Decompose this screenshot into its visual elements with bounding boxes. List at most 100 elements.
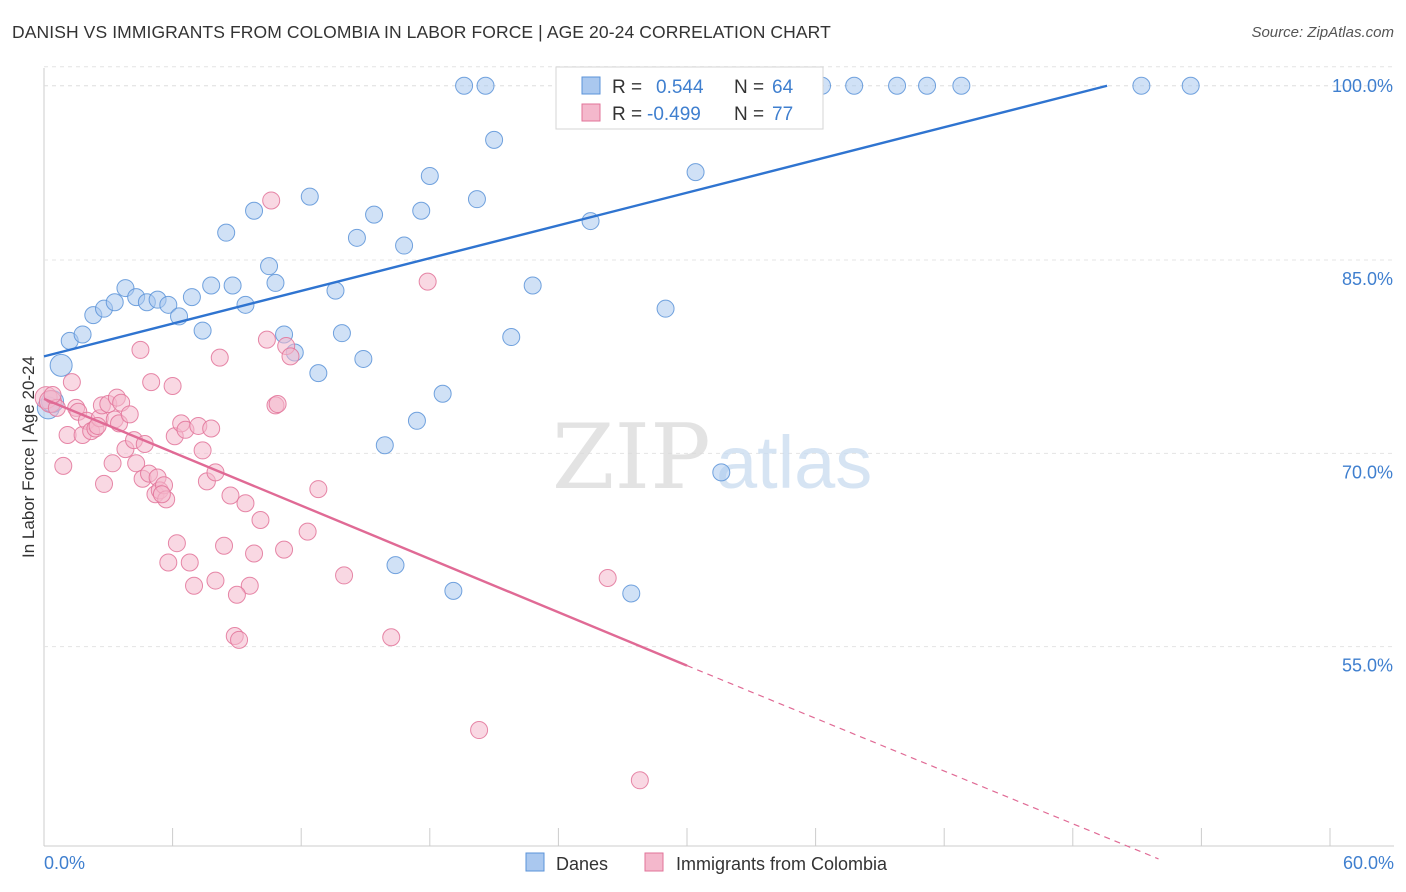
- point-colombia: [58, 425, 77, 444]
- legend-box: R = 0.544 N = 64 R = -0.499 N = 77: [555, 66, 824, 130]
- legend-n-value-colombia: 77: [772, 104, 793, 125]
- point-danes: [412, 201, 431, 220]
- point-danes: [245, 201, 264, 220]
- y-tick-label: 85.0%: [1342, 269, 1393, 289]
- point-colombia: [281, 347, 300, 366]
- point-danes: [49, 353, 73, 377]
- point-colombia: [193, 441, 212, 460]
- watermark-atlas: atlas: [716, 421, 872, 504]
- point-danes: [223, 276, 242, 295]
- y-tick-label: 55.0%: [1342, 656, 1393, 676]
- point-colombia: [418, 272, 437, 291]
- point-danes: [365, 205, 384, 224]
- trend-line-danes: [43, 84, 1108, 358]
- point-danes: [845, 76, 864, 95]
- point-danes: [467, 190, 486, 209]
- trend-line-colombia-extension: [686, 665, 1159, 860]
- bottom-legend-swatch-colombia: [644, 852, 664, 872]
- bottom-legend: Danes Immigrants from Colombia: [525, 852, 888, 874]
- point-danes: [476, 76, 495, 95]
- y-tick-label: 100.0%: [1332, 76, 1393, 96]
- point-colombia: [152, 485, 171, 504]
- point-colombia: [95, 474, 114, 493]
- point-danes: [444, 581, 463, 600]
- point-danes: [105, 293, 124, 312]
- point-danes: [354, 349, 373, 368]
- point-colombia: [159, 553, 178, 572]
- legend-r-value-colombia: -0.499: [647, 104, 701, 125]
- legend-r-value-danes: 0.544: [656, 77, 704, 98]
- point-danes: [159, 295, 178, 314]
- point-danes: [952, 76, 971, 95]
- legend-n-value-danes: 64: [772, 77, 794, 98]
- point-danes: [918, 76, 937, 95]
- x-tick-label-max: 60.0%: [1343, 853, 1394, 873]
- legend-n-label-colombia: N =: [734, 104, 764, 125]
- point-colombia: [236, 494, 255, 513]
- legend-r-label-colombia: R =: [612, 104, 642, 125]
- point-danes: [523, 276, 542, 295]
- point-colombia: [598, 568, 617, 587]
- point-danes: [217, 223, 236, 242]
- point-danes: [73, 325, 92, 344]
- y-tick-label: 70.0%: [1342, 462, 1393, 482]
- point-colombia: [309, 480, 328, 499]
- point-colombia: [163, 376, 182, 395]
- point-danes: [182, 288, 201, 307]
- point-danes: [420, 166, 439, 185]
- legend-swatch-colombia: [581, 103, 601, 122]
- point-danes: [433, 384, 452, 403]
- point-colombia: [335, 566, 354, 585]
- point-danes: [395, 236, 414, 255]
- point-danes: [407, 411, 426, 430]
- bottom-legend-label-danes: Danes: [556, 854, 608, 874]
- point-danes: [712, 463, 731, 482]
- point-colombia: [257, 330, 276, 349]
- point-danes: [1181, 76, 1200, 95]
- point-colombia: [54, 456, 73, 475]
- gridlines: [44, 66, 1394, 648]
- point-danes: [193, 321, 212, 340]
- bottom-legend-swatch-danes: [525, 852, 545, 872]
- point-colombia: [167, 534, 186, 553]
- point-colombia: [215, 536, 234, 555]
- point-danes: [260, 257, 279, 276]
- point-colombia: [275, 540, 294, 559]
- point-colombia: [103, 454, 122, 473]
- trend-line-colombia: [43, 397, 688, 667]
- trend-lines: [43, 84, 1159, 860]
- point-danes: [485, 130, 504, 149]
- point-colombia: [185, 576, 204, 595]
- point-danes: [622, 584, 641, 603]
- point-colombia: [202, 419, 221, 438]
- point-colombia: [268, 395, 287, 414]
- point-colombia: [470, 721, 489, 740]
- point-colombia: [262, 191, 281, 210]
- legend-swatch-danes: [581, 76, 601, 95]
- legend-n-label-danes: N =: [734, 77, 764, 98]
- point-colombia: [245, 544, 264, 563]
- bottom-legend-label-colombia: Immigrants from Colombia: [676, 854, 888, 874]
- point-colombia: [180, 553, 199, 572]
- point-danes: [386, 556, 405, 575]
- point-danes: [375, 436, 394, 455]
- point-danes: [347, 228, 366, 247]
- point-colombia: [120, 405, 139, 424]
- point-danes: [455, 76, 474, 95]
- point-danes: [266, 273, 285, 292]
- point-colombia: [221, 486, 240, 505]
- watermark-zip: ZIP: [552, 405, 711, 510]
- point-danes: [1132, 76, 1151, 95]
- point-colombia: [62, 373, 81, 392]
- point-colombia: [206, 571, 225, 590]
- point-colombia: [131, 340, 150, 359]
- point-colombia: [382, 628, 401, 647]
- point-danes: [202, 276, 221, 295]
- point-colombia: [230, 630, 249, 649]
- source-label: Source: ZipAtlas.com: [1251, 24, 1394, 41]
- point-danes: [686, 163, 705, 182]
- point-colombia: [142, 373, 161, 392]
- x-tick-label-min: 0.0%: [44, 853, 85, 873]
- point-colombia: [227, 585, 246, 604]
